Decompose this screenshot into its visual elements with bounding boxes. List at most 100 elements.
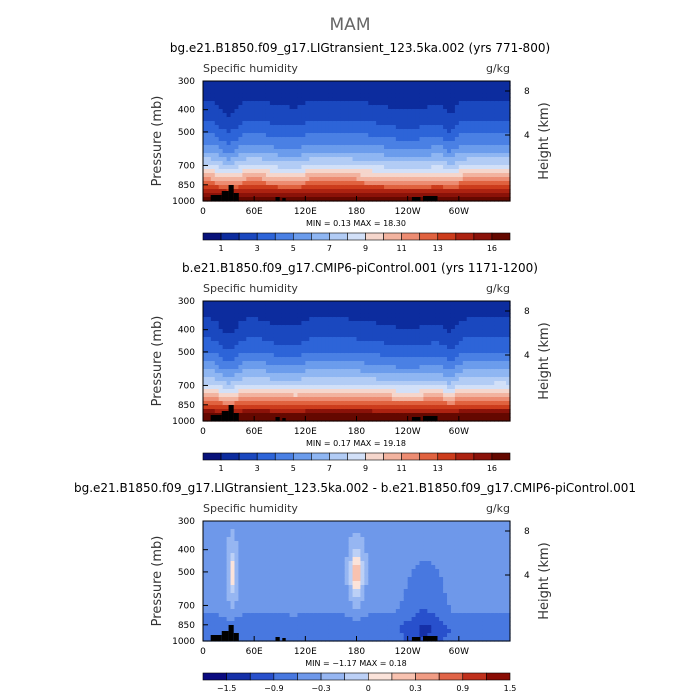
field-cell [380,81,385,86]
field-cell [317,337,322,342]
field-cell [344,81,350,86]
field-cell [502,169,507,174]
field-cell [474,353,480,358]
field-cell [269,413,275,418]
field-cell [297,393,302,398]
field-cell [470,317,476,322]
field-cell [297,93,302,98]
topography-block [423,416,438,421]
field-cell [498,137,503,142]
field-cell [364,161,369,166]
field-cell [281,89,287,94]
field-cell [230,313,236,318]
field-cell [340,417,346,422]
field-cell [435,337,440,342]
field-cell [203,105,208,110]
field-cell [325,337,330,342]
field-cell [206,565,212,570]
field-cell [258,177,263,182]
field-cell [360,133,365,138]
field-cell [203,321,208,326]
field-cell [360,141,365,146]
field-cell [348,105,354,110]
field-cell [387,321,393,326]
field-cell [360,389,365,394]
field-cell [482,105,487,110]
field-cell [317,157,322,162]
field-cell [265,149,271,154]
field-cell [262,113,267,118]
field-cell [206,577,212,582]
field-cell [360,81,365,86]
field-cell [486,377,491,382]
field-cell [482,173,487,178]
field-cell [403,321,409,326]
field-cell [265,121,271,126]
field-cell [364,141,369,146]
field-cell [482,365,487,370]
field-cell [222,317,228,322]
field-cell [431,177,436,182]
field-cell [384,197,389,202]
field-cell [348,97,354,102]
field-cell [214,629,220,634]
field-cell [344,321,350,326]
field-cell [419,149,425,154]
field-cell [325,129,330,134]
field-cell [348,117,354,122]
field-cell [301,149,306,154]
field-cell [427,185,432,190]
field-cell [423,345,428,350]
field-cell [439,145,444,150]
field-cell [336,361,342,366]
field-cell [356,345,362,350]
field-cell [226,317,232,322]
field-cell [407,89,413,94]
field-cell [301,161,306,166]
field-cell [506,313,511,318]
field-cell [281,113,287,118]
field-cell [265,305,271,310]
field-cell [336,173,342,178]
field-cell [387,85,393,90]
field-cell [372,337,377,342]
field-cell [368,377,373,382]
field-cell [376,357,381,362]
colorbar-swatch [274,452,294,461]
field-cell [387,161,393,166]
field-cell [439,345,444,350]
field-cell [301,305,306,310]
field-cell [344,101,350,106]
field-cell [384,385,389,390]
field-cell [344,121,350,126]
field-cell [454,329,460,334]
field-cell [427,157,432,162]
field-cell [447,97,452,102]
field-cell [411,157,417,162]
field-cell [206,117,212,122]
field-cell [250,165,255,170]
field-cell [222,593,228,598]
field-cell [462,361,468,366]
field-cell [309,365,314,370]
field-cell [372,365,377,370]
field-cell [462,313,468,318]
field-cell [395,389,401,394]
field-cell [273,129,279,134]
field-cell [262,81,267,86]
field-cell [506,121,511,126]
field-cell [498,93,503,98]
field-cell [325,349,330,354]
field-cell [502,105,507,110]
field-cell [313,181,318,186]
field-cell [502,401,507,406]
field-cell [293,89,299,94]
field-cell [250,121,255,126]
field-cell [313,381,318,386]
field-cell [458,89,464,94]
field-cell [352,153,358,158]
field-cell [242,97,247,102]
field-cell [325,381,330,386]
field-cell [203,621,208,626]
field-cell [506,409,511,414]
